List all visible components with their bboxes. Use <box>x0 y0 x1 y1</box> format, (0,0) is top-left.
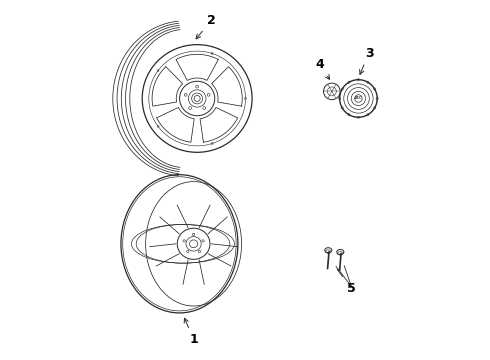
Text: 4: 4 <box>315 58 330 79</box>
Text: BIC: BIC <box>355 96 362 100</box>
Text: 1: 1 <box>184 318 198 346</box>
Text: 2: 2 <box>196 14 216 39</box>
Text: 5: 5 <box>337 269 356 294</box>
Text: 3: 3 <box>360 46 373 75</box>
